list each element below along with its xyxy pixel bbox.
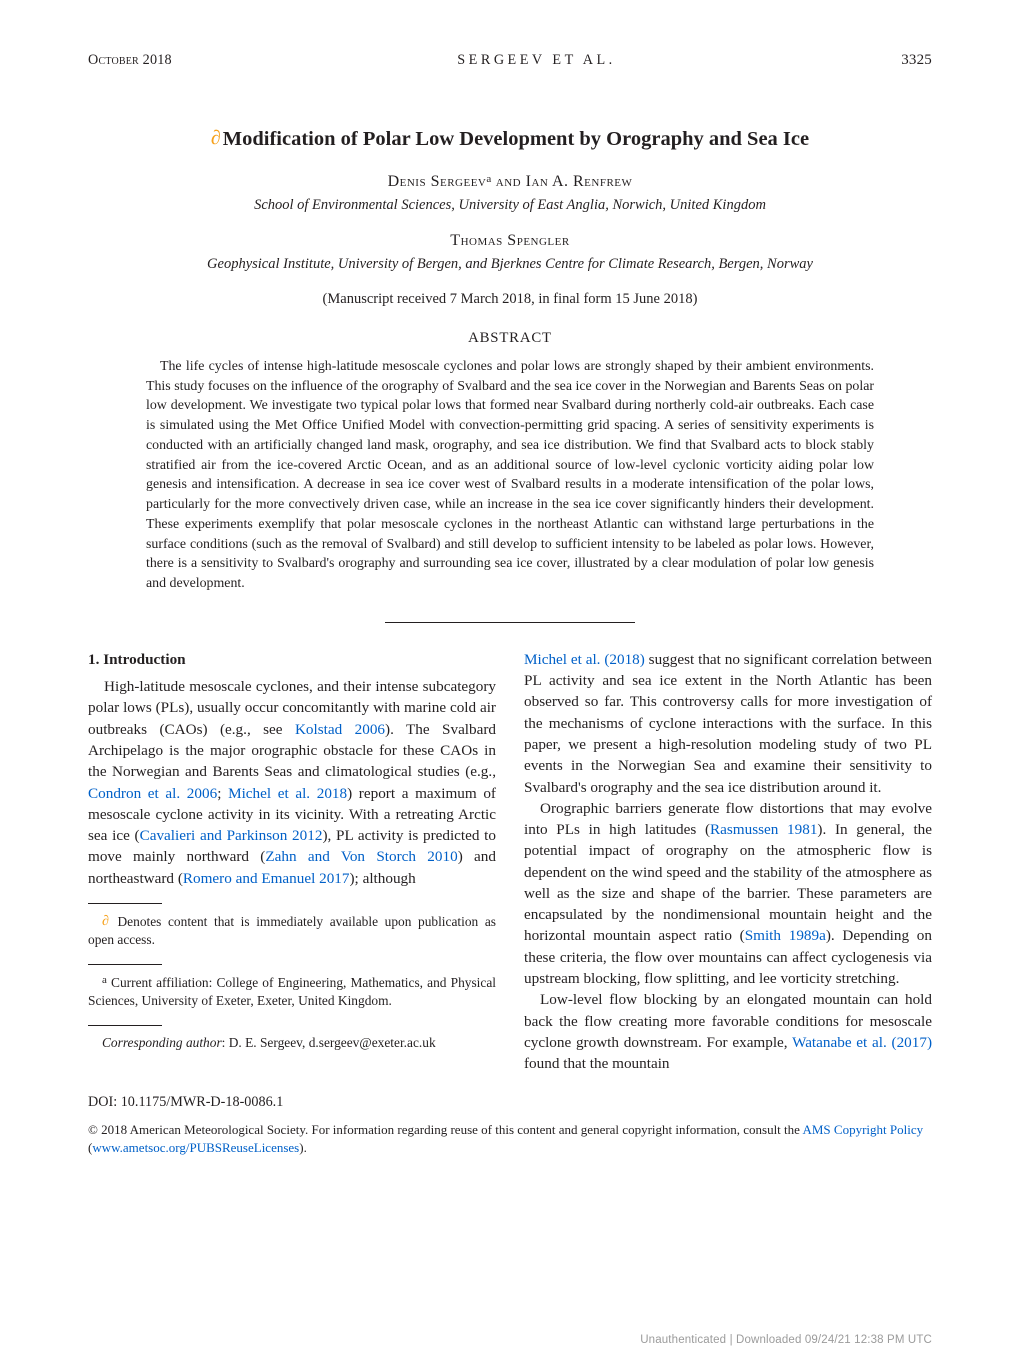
footnote-current-affiliation: a Current affiliation: College of Engine… (88, 973, 496, 1011)
body-text: ); although (350, 870, 416, 887)
corresponding-author-value: : D. E. Sergeev, d.sergeev@exeter.ac.uk (222, 1035, 436, 1050)
corresponding-author-label: Corresponding author (102, 1035, 222, 1050)
citation-rasmussen-1981[interactable]: Rasmussen 1981 (710, 821, 817, 838)
footnote-rule-2 (88, 964, 162, 965)
citation-romero-2017[interactable]: Romero and Emanuel 2017 (183, 870, 350, 887)
running-head-month: October 2018 (88, 52, 172, 69)
article-title-text: Modification of Polar Low Development by… (223, 128, 809, 150)
citation-condron-2006[interactable]: Condron et al. 2006 (88, 785, 217, 802)
author-line-1: Denis Sergeeva and Ian A. Renfrew (88, 173, 932, 191)
footnote-text: Denotes content that is immediately avai… (88, 914, 496, 948)
ams-reuse-link[interactable]: www.ametsoc.org/PUBSReuseLicenses (92, 1140, 299, 1155)
article-title: ∂Modification of Polar Low Development b… (88, 127, 932, 151)
citation-cavalieri-2012[interactable]: Cavalieri and Parkinson 2012 (140, 827, 323, 844)
author-line-2: Thomas Spengler (88, 232, 932, 250)
open-access-icon: ∂ (211, 127, 223, 149)
running-head-authors: SERGEEV ET AL. (457, 52, 615, 69)
author-affiliation-2: Geophysical Institute, University of Ber… (88, 256, 932, 273)
citation-zahn-2010[interactable]: Zahn and Von Storch 2010 (265, 848, 457, 865)
intro-paragraph-1-left: High-latitude mesoscale cyclones, and th… (88, 676, 496, 889)
manuscript-dates: (Manuscript received 7 March 2018, in fi… (88, 291, 932, 308)
intro-paragraph-2: Orographic barriers generate flow distor… (524, 798, 932, 990)
download-watermark: Unauthenticated | Downloaded 09/24/21 12… (640, 1334, 932, 1346)
body-text: ; (217, 785, 228, 802)
citation-watanabe-2017[interactable]: Watanabe et al. (2017) (792, 1034, 932, 1051)
running-head: October 2018 SERGEEV ET AL. 3325 (88, 52, 932, 69)
author-name-renfrew: Ian A. Renfrew (526, 173, 633, 190)
open-access-icon: ∂ (102, 914, 111, 929)
copyright-notice: © 2018 American Meteorological Society. … (88, 1121, 932, 1156)
author-name-sergeev: Denis Sergeev (388, 173, 487, 190)
copyright-text: ). (299, 1140, 307, 1155)
intro-paragraph-3: Low-level flow blocking by an elongated … (524, 989, 932, 1074)
author-affiliation-1: School of Environmental Sciences, Univer… (88, 197, 932, 214)
ams-copyright-link[interactable]: AMS Copyright Policy (802, 1122, 923, 1137)
citation-smith-1989a[interactable]: Smith 1989a (745, 927, 826, 944)
footnote-corresponding-author: Corresponding author: D. E. Sergeev, d.s… (88, 1034, 496, 1053)
footnote-rule-3 (88, 1025, 162, 1026)
section-heading-introduction: 1. Introduction (88, 649, 496, 670)
footnote-open-access: ∂ Denotes content that is immediately av… (88, 912, 496, 950)
footnote-rule-1 (88, 903, 162, 904)
abstract-text: The life cycles of intense high-latitude… (146, 357, 874, 594)
footnote-text: Current affiliation: College of Engineer… (88, 975, 496, 1009)
body-text: found that the mountain (524, 1055, 670, 1072)
body-text: ). In general, the potential impact of o… (524, 821, 932, 944)
intro-paragraph-1-right: Michel et al. (2018) suggest that no sig… (524, 649, 932, 798)
citation-michel-2018b[interactable]: Michel et al. (2018) (524, 651, 645, 668)
body-text: suggest that no significant correlation … (524, 651, 932, 796)
author-and: and (491, 173, 525, 190)
section-separator (385, 622, 635, 623)
running-head-page-number: 3325 (901, 52, 932, 69)
abstract-heading: ABSTRACT (88, 330, 932, 347)
footnote-block: ∂ Denotes content that is immediately av… (88, 903, 496, 1053)
citation-michel-2018[interactable]: Michel et al. 2018 (228, 785, 347, 802)
copyright-text: © 2018 American Meteorological Society. … (88, 1122, 802, 1137)
author-name-spengler: Thomas Spengler (450, 232, 569, 249)
body-two-column: 1. Introduction High-latitude mesoscale … (88, 649, 932, 1075)
citation-kolstad-2006[interactable]: Kolstad 2006 (295, 721, 385, 738)
doi: DOI: 10.1175/MWR-D-18-0086.1 (88, 1094, 932, 1111)
